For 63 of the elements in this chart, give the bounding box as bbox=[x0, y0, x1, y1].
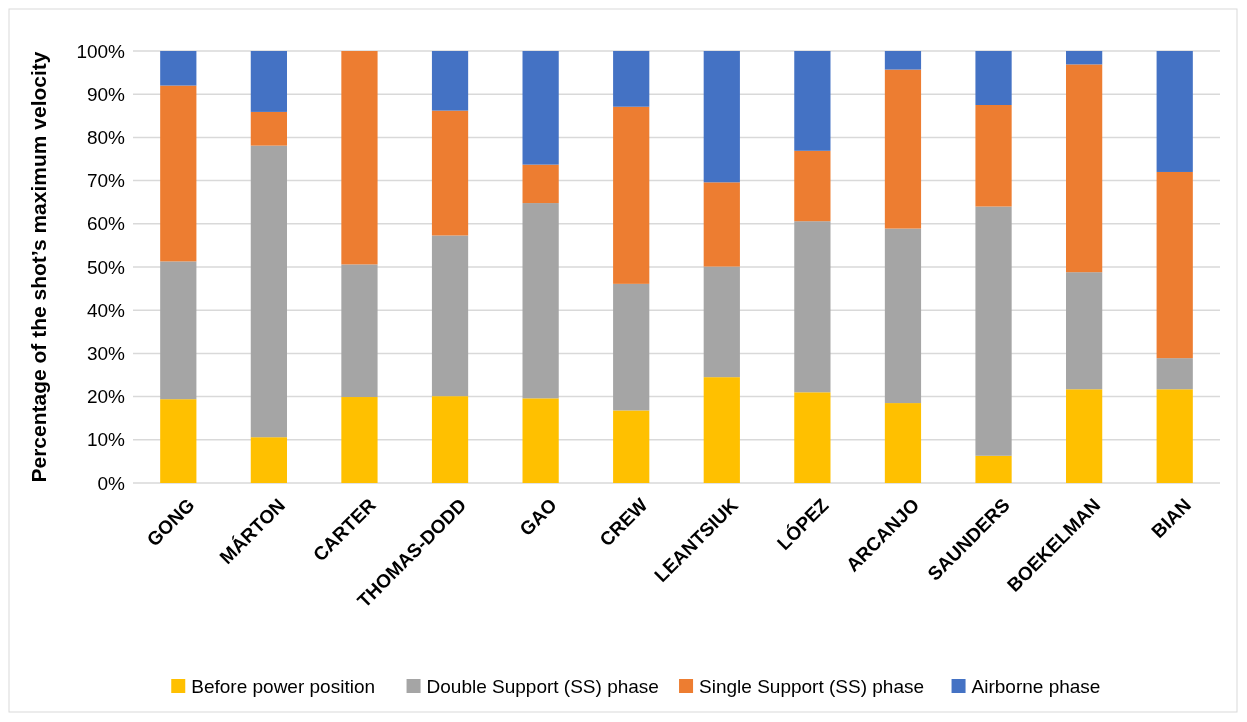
y-tick-label: 70% bbox=[86, 170, 126, 192]
bar bbox=[431, 235, 469, 397]
bar bbox=[884, 403, 922, 483]
bar bbox=[884, 51, 922, 70]
bar bbox=[522, 164, 559, 204]
bar bbox=[613, 410, 650, 483]
bar bbox=[341, 397, 378, 483]
bar bbox=[431, 110, 469, 236]
bar bbox=[975, 51, 1012, 105]
bar bbox=[250, 111, 287, 146]
bar bbox=[884, 69, 922, 229]
bar bbox=[975, 206, 1012, 456]
bar bbox=[613, 51, 650, 107]
bar bbox=[250, 51, 287, 112]
bar bbox=[160, 261, 197, 400]
bar bbox=[1066, 51, 1103, 65]
bar bbox=[160, 51, 197, 86]
bar bbox=[522, 51, 559, 165]
bar bbox=[1156, 389, 1193, 483]
bar bbox=[1156, 51, 1193, 172]
y-tick-label: 20% bbox=[86, 386, 126, 408]
bar bbox=[1066, 389, 1103, 483]
bar bbox=[613, 283, 650, 411]
bar bbox=[794, 150, 831, 222]
bar bbox=[884, 228, 922, 404]
legend-label: Before power position bbox=[191, 675, 376, 697]
y-tick-label: 0% bbox=[97, 472, 126, 494]
legend-label: Airborne phase bbox=[971, 675, 1101, 697]
bar bbox=[160, 399, 197, 483]
bar bbox=[522, 398, 559, 483]
bar bbox=[703, 266, 740, 378]
bar bbox=[431, 396, 469, 483]
bar bbox=[250, 437, 287, 483]
bar bbox=[1156, 171, 1193, 359]
bar bbox=[1066, 64, 1103, 273]
bar bbox=[250, 145, 287, 438]
bar bbox=[613, 106, 650, 284]
y-tick-label: 80% bbox=[86, 127, 126, 149]
bar bbox=[703, 51, 740, 183]
y-tick-label: 10% bbox=[86, 429, 126, 451]
bar bbox=[975, 455, 1012, 483]
bar bbox=[1156, 358, 1193, 390]
y-tick-label: 100% bbox=[76, 40, 126, 62]
bar bbox=[160, 85, 197, 262]
y-tick-label: 40% bbox=[86, 299, 126, 321]
bar bbox=[1066, 272, 1103, 390]
bar bbox=[794, 392, 831, 483]
bar bbox=[341, 51, 378, 265]
bar bbox=[975, 105, 1012, 207]
bar bbox=[794, 221, 831, 393]
legend-label: Single Support (SS) phase bbox=[699, 675, 925, 697]
bar bbox=[703, 182, 740, 267]
bar bbox=[794, 51, 831, 151]
y-tick-label: 30% bbox=[86, 343, 126, 365]
y-tick-label: 50% bbox=[86, 256, 126, 278]
bar bbox=[703, 377, 740, 483]
bar bbox=[341, 264, 378, 398]
y-tick-label: 90% bbox=[86, 83, 126, 105]
legend-label: Double Support (SS) phase bbox=[426, 675, 659, 697]
y-axis-title: Percentage of the shot’s maximum velocity bbox=[27, 51, 50, 483]
bar bbox=[431, 51, 469, 111]
bar bbox=[522, 203, 559, 399]
y-tick-label: 60% bbox=[86, 213, 126, 235]
